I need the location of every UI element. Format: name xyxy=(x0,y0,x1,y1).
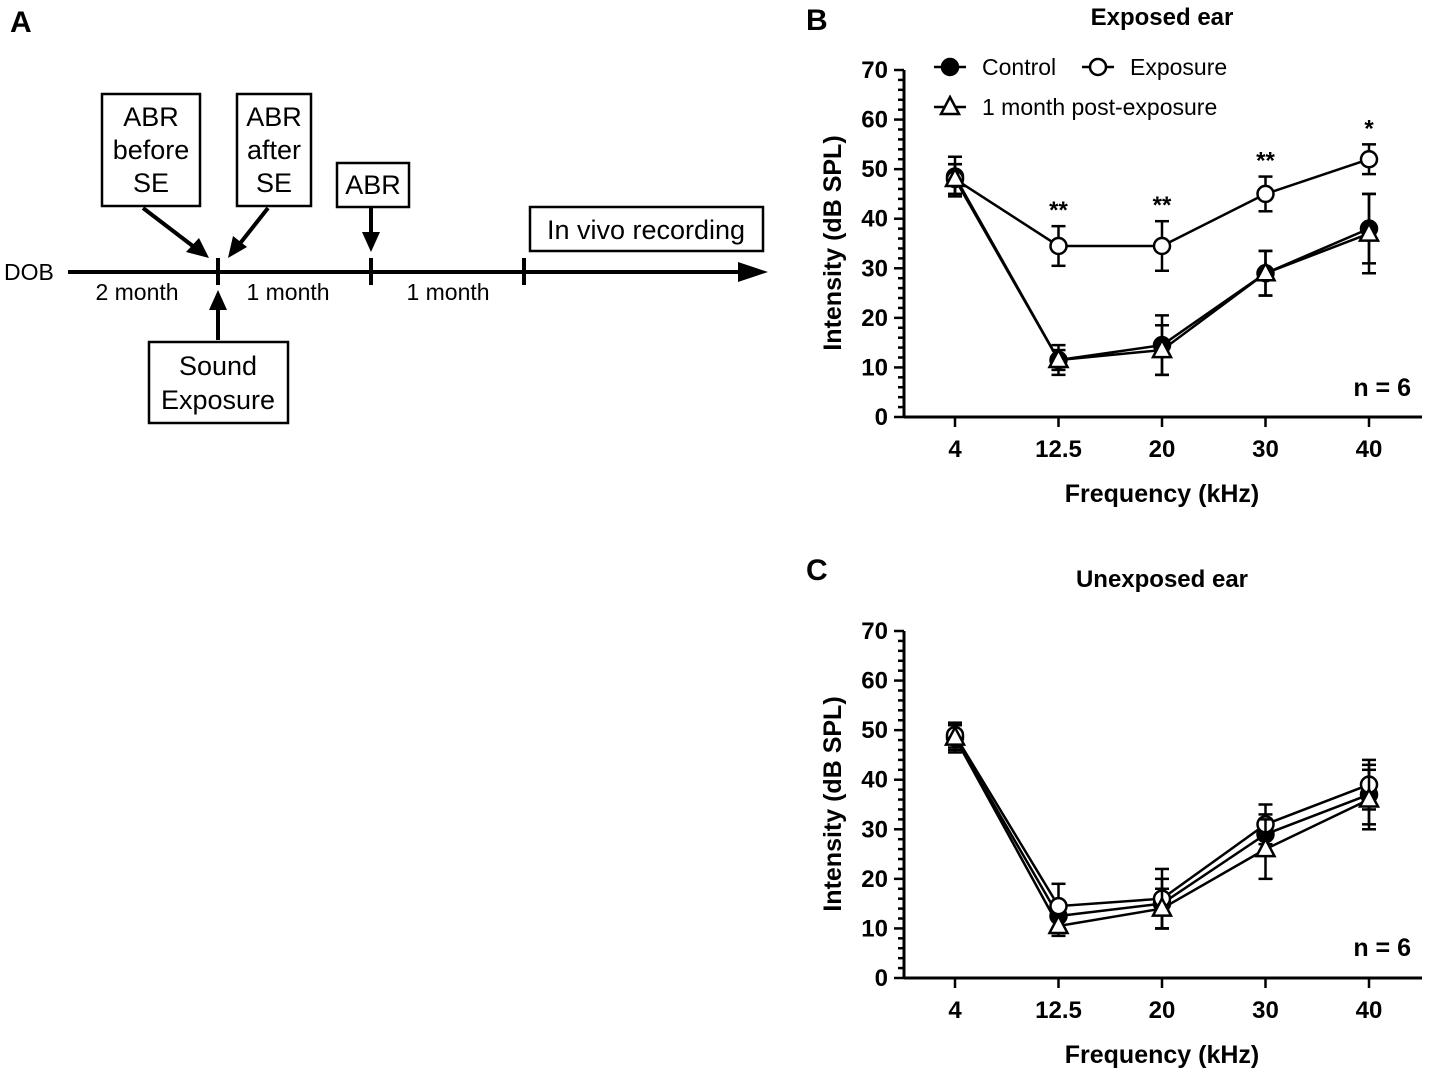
abr-before-se-box xyxy=(100,92,202,208)
y-tick-label: 50 xyxy=(861,156,888,183)
legend-marker-control xyxy=(940,57,960,77)
data-point xyxy=(1357,786,1381,808)
y-tick-label: 50 xyxy=(861,717,888,744)
data-point xyxy=(1359,149,1379,169)
significance-label: ** xyxy=(1153,192,1172,219)
chart-exposed-ear: B Exposed ear Frequency (kHz) Intensity … xyxy=(806,4,1422,508)
abr-before-line2: before xyxy=(113,135,190,165)
interval-label-2: 1 month xyxy=(246,279,329,305)
significance-label: ** xyxy=(1049,197,1068,224)
panel-a-letter: A xyxy=(10,6,32,39)
x-axis-label: Frequency (kHz) xyxy=(1065,1041,1259,1069)
chart-unexposed-ear: C Unexposed ear Frequency (kHz) Intensit… xyxy=(806,554,1422,1069)
sound-exposure-box xyxy=(147,340,290,425)
n-label: n = 6 xyxy=(1353,374,1411,402)
data-point xyxy=(1049,236,1068,256)
x-tick-label: 40 xyxy=(1356,436,1383,463)
interval-label-3: 1 month xyxy=(406,279,489,305)
y-tick-label: 10 xyxy=(861,915,888,942)
abr-after-line2: after xyxy=(247,135,301,165)
y-tick-label: 30 xyxy=(861,255,888,282)
y-tick-label: 40 xyxy=(861,206,888,233)
y-tick-label: 10 xyxy=(861,354,888,381)
abr-label: ABR xyxy=(345,170,401,200)
y-tick-label: 70 xyxy=(861,57,888,84)
x-tick-label: 30 xyxy=(1252,997,1279,1024)
abr-before-arrow-icon xyxy=(186,238,209,258)
x-tick-label: 4 xyxy=(948,997,962,1024)
legend-label-control: Control xyxy=(982,54,1056,80)
x-tick-label: 30 xyxy=(1252,436,1279,463)
series-1-month-post-exposure xyxy=(943,162,1381,377)
sound-exposure-line2: Exposure xyxy=(161,385,275,415)
abr-before-arrow-line xyxy=(141,206,200,252)
abr-box xyxy=(335,161,411,209)
sound-exposure-line1: Sound xyxy=(179,351,257,381)
panel-b-letter: B xyxy=(806,4,828,37)
dob-label: DOB xyxy=(4,259,54,285)
x-tick-label: 12.5 xyxy=(1035,436,1082,463)
abr-after-line3: SE xyxy=(256,168,292,198)
y-tick-label: 70 xyxy=(861,618,888,645)
y-tick-label: 0 xyxy=(875,965,888,992)
panel-c-letter: C xyxy=(806,554,828,587)
legend-label-exposure: Exposure xyxy=(1130,54,1227,80)
data-point xyxy=(1152,236,1172,256)
significance-label: ** xyxy=(1256,148,1275,175)
data-point xyxy=(1256,184,1275,204)
data-point xyxy=(943,724,967,746)
data-point xyxy=(1254,836,1277,858)
y-axis-label: Intensity (dB SPL) xyxy=(819,135,847,350)
x-tick-label: 4 xyxy=(948,436,962,463)
chart-title: Exposed ear xyxy=(1091,4,1234,31)
legend: Control Exposure 1 month post-exposure xyxy=(934,54,1227,120)
significance-label: * xyxy=(1364,115,1374,142)
timeline-arrowhead-icon xyxy=(738,262,768,282)
data-point xyxy=(1357,220,1381,242)
x-tick-label: 20 xyxy=(1149,436,1176,463)
data-point xyxy=(1254,260,1277,282)
data-point xyxy=(1150,337,1174,359)
y-tick-label: 40 xyxy=(861,767,888,794)
abr-after-arrow-line xyxy=(236,206,270,248)
sound-exposure-arrow-icon xyxy=(209,290,227,310)
data-point xyxy=(1047,913,1070,935)
legend-label-post-exposure: 1 month post-exposure xyxy=(982,94,1217,120)
x-tick-label: 12.5 xyxy=(1035,997,1082,1024)
y-tick-label: 0 xyxy=(875,404,888,431)
y-axis-label: Intensity (dB SPL) xyxy=(819,696,847,911)
abr-after-arrow-icon xyxy=(228,236,247,258)
legend-marker-exposure xyxy=(1088,57,1108,77)
x-tick-label: 40 xyxy=(1356,997,1383,1024)
y-tick-label: 30 xyxy=(861,816,888,843)
in-vivo-recording-label: In vivo recording xyxy=(547,215,745,245)
chart-title: Unexposed ear xyxy=(1076,566,1248,593)
x-tick-label: 20 xyxy=(1149,997,1176,1024)
data-point xyxy=(1049,896,1068,916)
abr-after-se-box xyxy=(235,92,313,208)
abr-after-line1: ABR xyxy=(246,102,302,132)
series-1-month-post-exposure xyxy=(943,723,1381,938)
y-tick-label: 60 xyxy=(861,107,888,134)
data-point xyxy=(1047,347,1070,369)
legend-marker-post-exposure xyxy=(938,94,962,116)
data-point xyxy=(1150,895,1174,917)
interval-label-1: 2 month xyxy=(95,279,178,305)
abr-arrow-icon xyxy=(362,232,380,252)
in-vivo-recording-box xyxy=(528,205,765,253)
abr-before-line1: ABR xyxy=(123,102,179,132)
y-tick-label: 20 xyxy=(861,866,888,893)
abr-before-line3: SE xyxy=(133,168,169,198)
data-point xyxy=(943,166,967,188)
x-axis-label: Frequency (kHz) xyxy=(1065,480,1259,508)
panel-a-timeline: A DOB 2 month 1 month 1 month ABR before… xyxy=(4,6,768,425)
y-tick-label: 60 xyxy=(861,668,888,695)
y-tick-label: 20 xyxy=(861,305,888,332)
n-label: n = 6 xyxy=(1353,934,1411,962)
